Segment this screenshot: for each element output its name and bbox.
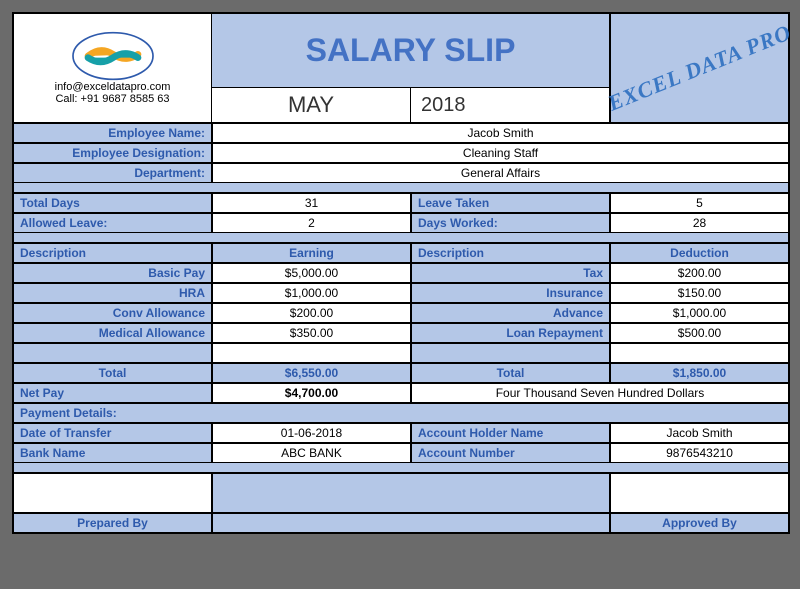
watermark: EXCEL DATA PRO	[610, 13, 789, 123]
logo-contact-box: info@exceldatapro.com Call: +91 9687 858…	[13, 13, 212, 123]
year: 2018	[411, 88, 610, 123]
prepared-by: Prepared By	[13, 513, 212, 533]
total-label-deduction: Total	[411, 363, 610, 383]
col-desc-earning: Description	[13, 243, 212, 263]
bank-value: ABC BANK	[212, 443, 411, 463]
deduction-label: Tax	[411, 263, 610, 283]
salary-slip-sheet: info@exceldatapro.com Call: +91 9687 858…	[12, 12, 790, 534]
emp-dept-label: Department:	[13, 163, 212, 183]
netpay: $4,700.00	[212, 383, 411, 403]
earning-label: HRA	[13, 283, 212, 303]
allowed-leave-label: Allowed Leave:	[13, 213, 212, 233]
leave-taken-label: Leave Taken	[411, 193, 610, 213]
approved-by: Approved By	[610, 513, 789, 533]
days-worked-label: Days Worked:	[411, 213, 610, 233]
days-worked: 28	[610, 213, 789, 233]
emp-name: Jacob Smith	[212, 123, 789, 143]
deduction-label: Insurance	[411, 283, 610, 303]
earning-value: $200.00	[212, 303, 411, 323]
total-days-label: Total Days	[13, 193, 212, 213]
earning-value: $1,000.00	[212, 283, 411, 303]
deduction-value: $150.00	[610, 283, 789, 303]
doc-title: SALARY SLIP	[212, 13, 610, 88]
total-deduction: $1,850.00	[610, 363, 789, 383]
deduction-label: Advance	[411, 303, 610, 323]
bank-label: Bank Name	[13, 443, 212, 463]
col-deduction: Deduction	[610, 243, 789, 263]
contact-phone: Call: +91 9687 8585 63	[55, 93, 169, 105]
deduction-label: Loan Repayment	[411, 323, 610, 343]
holder-label: Account Holder Name	[411, 423, 610, 443]
netpay-label: Net Pay	[13, 383, 212, 403]
total-earning: $6,550.00	[212, 363, 411, 383]
emp-desig-label: Employee Designation:	[13, 143, 212, 163]
contact-email: info@exceldatapro.com	[55, 81, 171, 93]
col-earning: Earning	[212, 243, 411, 263]
deduction-value: $200.00	[610, 263, 789, 283]
dot-value: 01-06-2018	[212, 423, 411, 443]
acct-label: Account Number	[411, 443, 610, 463]
earning-label: Basic Pay	[13, 263, 212, 283]
deduction-value: $1,000.00	[610, 303, 789, 323]
payment-heading: Payment Details:	[13, 403, 789, 423]
leave-taken: 5	[610, 193, 789, 213]
earning-value: $5,000.00	[212, 263, 411, 283]
handshake-icon	[68, 31, 158, 81]
dot-label: Date of Transfer	[13, 423, 212, 443]
emp-name-label: Employee Name:	[13, 123, 212, 143]
allowed-leave: 2	[212, 213, 411, 233]
emp-desig: Cleaning Staff	[212, 143, 789, 163]
earning-label: Medical Allowance	[13, 323, 212, 343]
netpay-words: Four Thousand Seven Hundred Dollars	[411, 383, 789, 403]
acct-value: 9876543210	[610, 443, 789, 463]
deduction-value: $500.00	[610, 323, 789, 343]
earning-label: Conv Allowance	[13, 303, 212, 323]
month: MAY	[212, 88, 411, 123]
holder-value: Jacob Smith	[610, 423, 789, 443]
total-days: 31	[212, 193, 411, 213]
earning-value: $350.00	[212, 323, 411, 343]
total-label-earning: Total	[13, 363, 212, 383]
col-desc-deduction: Description	[411, 243, 610, 263]
emp-dept: General Affairs	[212, 163, 789, 183]
